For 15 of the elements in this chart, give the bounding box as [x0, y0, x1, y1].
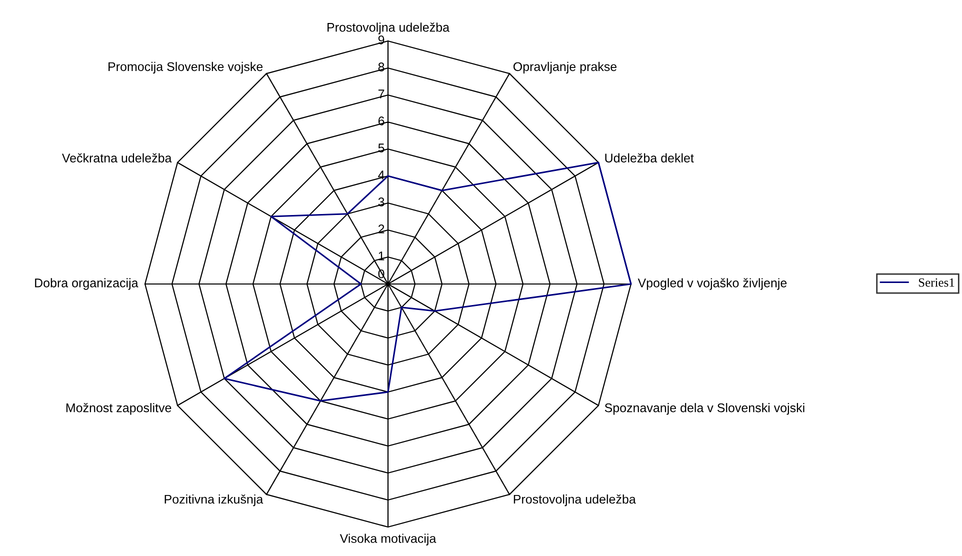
spoke-label: Opravljanje prakse [513, 62, 617, 74]
spoke-label: Večkratna udeležba [62, 153, 172, 162]
spoke-label: Promocija Slovenske vojske [108, 62, 263, 74]
spoke-label: Visoka motivacija [340, 534, 436, 546]
spoke-label: Dobra organizacija [35, 278, 138, 290]
spoke-label: Prostovoljna udeležba [328, 22, 450, 34]
y-tick-label: 2 [378, 224, 384, 234]
spoke-label: Možnost zaposlitve [66, 403, 172, 415]
spoke-label: Vpogled v vojaško življenje [638, 278, 787, 290]
spoke-label: Pozitivna izkušnja [164, 494, 264, 506]
spoke-label: Prostovoljna udeležba [514, 494, 636, 506]
spoke-label: Spoznavanje dela v Slovenski vojski [604, 403, 804, 415]
legend-label: Series1 [918, 278, 954, 287]
spoke-label: Udeležba deklet [605, 153, 694, 162]
y-tick-label: 8 [378, 62, 384, 72]
